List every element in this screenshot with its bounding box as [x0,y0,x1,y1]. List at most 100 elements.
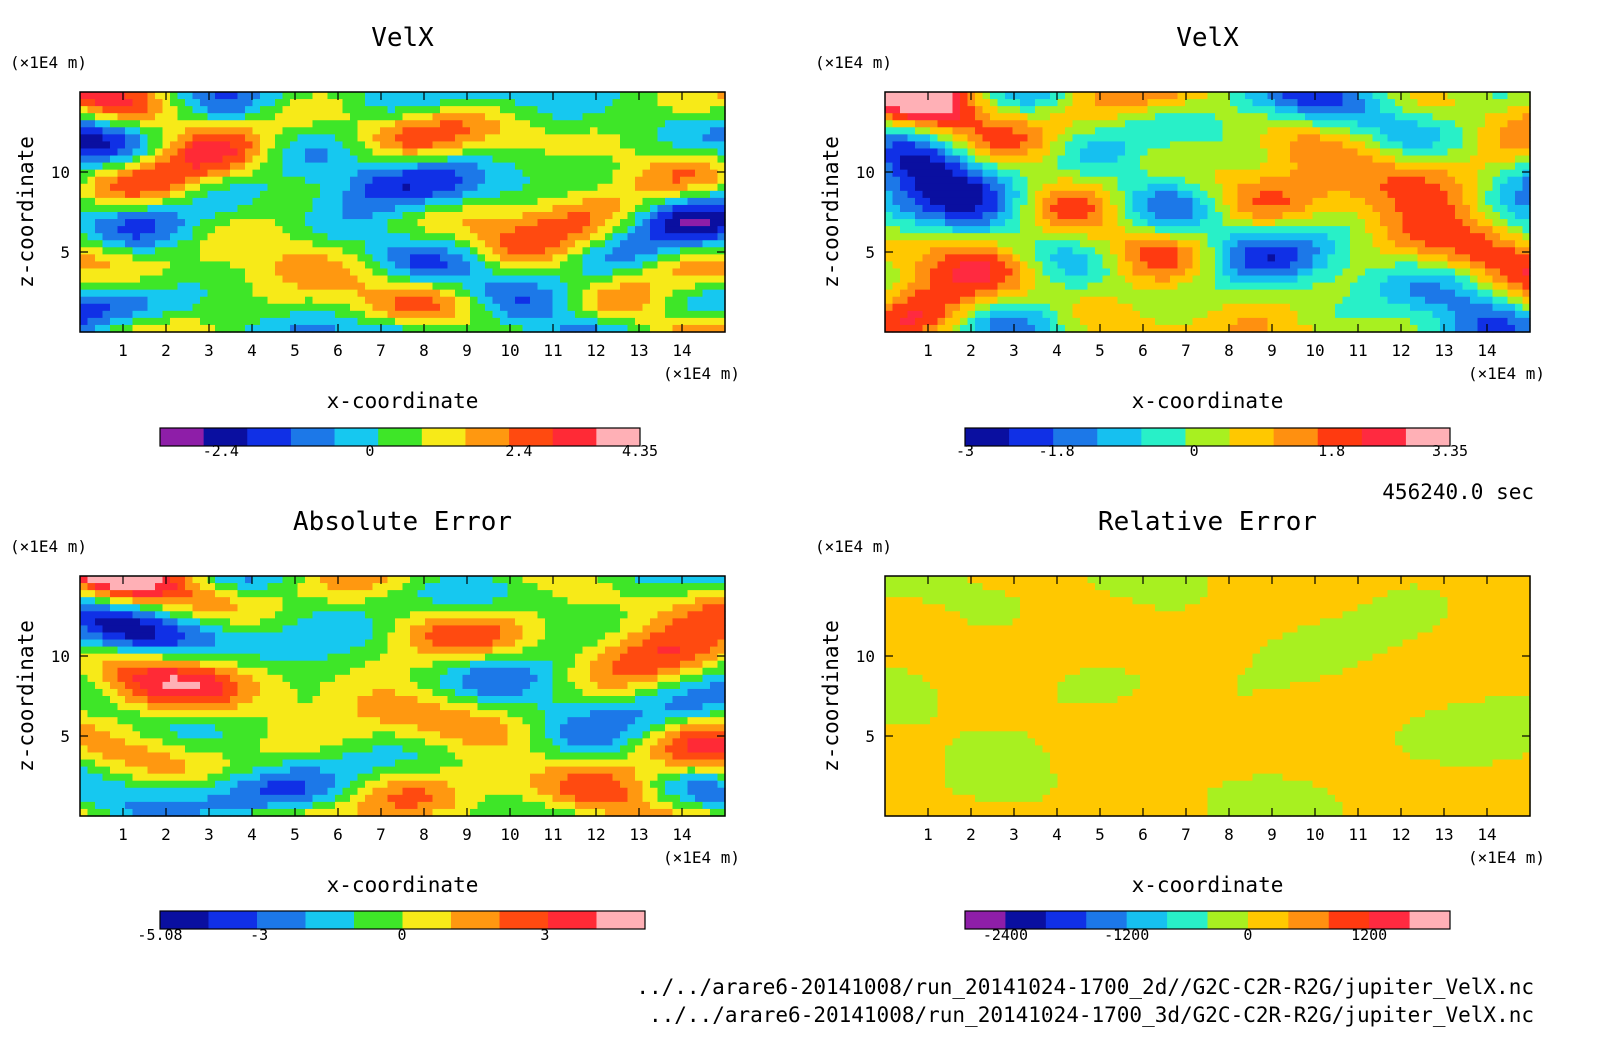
contour-cell [147,134,156,143]
contour-cell [657,120,666,128]
contour-cell [575,261,584,270]
contour-cell [117,197,126,206]
contour-cell [177,254,186,263]
contour-cell [207,141,216,150]
contour-cell [402,268,411,277]
contour-cell [900,310,909,319]
contour-cell [327,92,336,100]
contour-cell [642,247,651,255]
contour-cell [907,183,916,192]
contour-cell [110,204,119,213]
contour-cell [342,226,351,234]
contour-cell [1170,190,1179,199]
contour-cell [170,155,179,164]
contour-cell [312,155,321,164]
contour-cell [155,141,164,150]
contour-cell [1237,240,1246,248]
contour-cell [1170,303,1179,312]
contour-cell [312,261,321,270]
contour-cell [1290,254,1299,263]
contour-cell [1297,99,1306,107]
contour-cell [650,282,659,291]
contour-cell [1117,176,1126,185]
contour-cell [1275,127,1284,135]
contour-cell [657,106,666,114]
contour-cell [387,120,396,128]
contour-cell [440,317,449,326]
contour-cell [357,289,366,298]
contour-cell [95,113,104,121]
contour-cell [545,204,554,213]
contour-cell [620,254,629,263]
contour-cell [170,176,179,185]
contour-cell [1237,275,1246,284]
contour-cell [1282,282,1291,291]
contour-cell [582,324,591,333]
contour-cell [245,324,254,333]
contour-cell [222,106,231,114]
contour-cell [537,141,546,150]
contour-cell [930,176,939,185]
contour-cell [380,169,389,178]
contour-cell [567,282,576,291]
contour-cell [87,282,96,291]
contour-cell [590,204,599,213]
contour-cell [455,254,464,263]
contour-cell [575,296,584,305]
contour-cell [1275,226,1284,234]
contour-cell [1125,141,1134,150]
contour-cell [552,289,561,298]
contour-cell [1057,212,1066,220]
contour-cell [717,261,726,270]
contour-cell [1155,261,1164,270]
contour-cell [447,204,456,213]
contour-cell [1312,226,1321,234]
contour-cell [1192,219,1201,227]
contour-cell [612,303,621,312]
contour-cell [1260,134,1269,143]
contour-cell [892,120,901,128]
contour-cell [937,162,946,171]
contour-cell [222,233,231,241]
contour-cell [1005,190,1014,199]
contour-cell [177,155,186,164]
contour-cell [1290,106,1299,114]
contour-cell [417,324,426,333]
contour-cell [125,204,134,213]
contour-cell [1267,233,1276,241]
contour-cell [1252,282,1261,291]
contour-cell [1185,204,1194,213]
contour-cell [590,183,599,192]
contour-cell [1200,317,1209,326]
contour-cell [1087,261,1096,270]
contour-cell [515,155,524,164]
contour-cell [477,303,486,312]
contour-cell [477,254,486,263]
contour-cell [1117,134,1126,143]
contour-cell [1207,169,1216,178]
contour-cell [95,190,104,199]
contour-cell [990,134,999,143]
contour-cell [1147,296,1156,305]
contour-cell [930,219,939,227]
contour-cell [207,233,216,241]
contour-cell [967,120,976,128]
contour-cell [665,233,674,241]
contour-cell [192,219,201,227]
contour-cell [222,240,231,248]
contour-cell [492,113,501,121]
contour-cell [365,296,374,305]
contour-cell [462,106,471,114]
contour-cell [140,303,149,312]
contour-cell [515,141,524,150]
contour-cell [477,190,486,199]
contour-cell [365,190,374,199]
contour-cell [155,162,164,171]
contour-cell [425,176,434,185]
contour-cell [605,106,614,114]
contour-cell [357,106,366,114]
contour-cell [162,212,171,220]
contour-cell [702,113,711,121]
contour-cell [372,268,381,277]
contour-cell [1177,240,1186,248]
